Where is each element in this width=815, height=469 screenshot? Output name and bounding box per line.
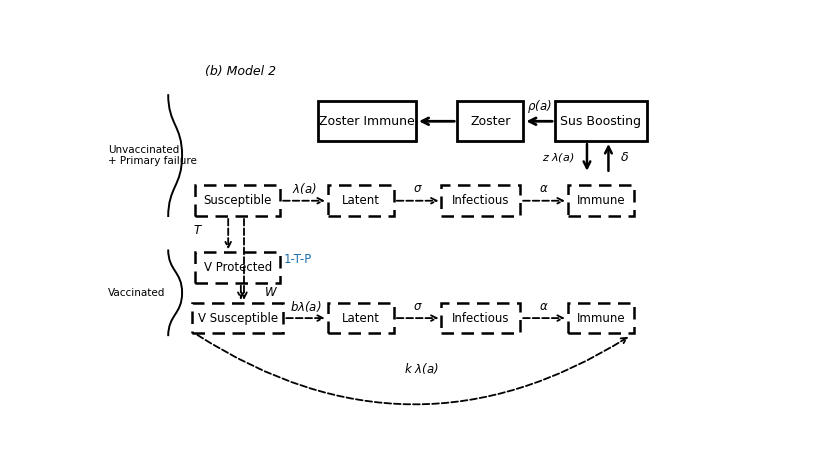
Text: (b) Model 2: (b) Model 2 <box>205 65 276 78</box>
FancyBboxPatch shape <box>457 101 523 141</box>
Text: Infectious: Infectious <box>452 311 509 325</box>
Text: $\alpha$: $\alpha$ <box>540 300 548 313</box>
Text: Immune: Immune <box>576 311 625 325</box>
Text: $\sigma$: $\sigma$ <box>413 182 422 195</box>
Text: Unvaccinated
+ Primary failure: Unvaccinated + Primary failure <box>108 145 197 166</box>
FancyBboxPatch shape <box>442 303 520 333</box>
FancyBboxPatch shape <box>328 303 394 333</box>
Text: $\delta$: $\delta$ <box>619 151 628 164</box>
FancyBboxPatch shape <box>568 303 634 333</box>
Text: W: W <box>265 286 276 299</box>
Text: 1-T-P: 1-T-P <box>284 253 312 266</box>
Text: z $\lambda$(a): z $\lambda$(a) <box>542 151 575 164</box>
Text: V Susceptible: V Susceptible <box>197 311 278 325</box>
FancyBboxPatch shape <box>568 185 634 216</box>
Text: $\lambda$(a): $\lambda$(a) <box>292 182 316 197</box>
Text: $\rho$(a): $\rho$(a) <box>527 98 552 114</box>
Text: Vaccinated: Vaccinated <box>108 288 165 298</box>
Text: T: T <box>193 224 200 237</box>
FancyBboxPatch shape <box>192 303 284 333</box>
FancyBboxPatch shape <box>328 185 394 216</box>
Text: $\alpha$: $\alpha$ <box>540 182 548 195</box>
Text: Latent: Latent <box>341 194 380 207</box>
Text: Susceptible: Susceptible <box>204 194 272 207</box>
Text: k $\lambda$(a): k $\lambda$(a) <box>403 361 438 376</box>
Text: Infectious: Infectious <box>452 194 509 207</box>
Text: Sus Boosting: Sus Boosting <box>561 115 641 128</box>
Text: Zoster: Zoster <box>470 115 510 128</box>
FancyBboxPatch shape <box>555 101 646 141</box>
FancyBboxPatch shape <box>195 252 280 283</box>
Text: Latent: Latent <box>341 311 380 325</box>
FancyBboxPatch shape <box>318 101 416 141</box>
FancyBboxPatch shape <box>195 185 280 216</box>
Text: Immune: Immune <box>576 194 625 207</box>
Text: Zoster Immune: Zoster Immune <box>319 115 415 128</box>
FancyBboxPatch shape <box>442 185 520 216</box>
Text: $\sigma$: $\sigma$ <box>413 300 422 313</box>
Text: b$\lambda$(a): b$\lambda$(a) <box>290 299 321 314</box>
Text: V Protected: V Protected <box>204 261 271 274</box>
